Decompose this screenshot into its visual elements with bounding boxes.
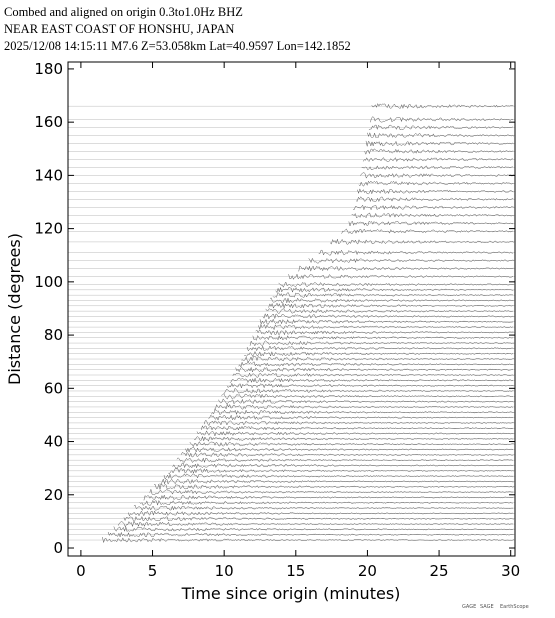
traces <box>68 102 515 544</box>
trace-waveform <box>308 257 514 264</box>
trace-waveform <box>255 329 514 336</box>
trace-waveform <box>272 292 513 298</box>
y-tick-label: 180 <box>34 60 63 78</box>
trace-waveform <box>268 302 514 310</box>
trace-waveform <box>265 308 513 315</box>
trace-waveform <box>238 361 514 368</box>
trace-waveform <box>330 238 514 245</box>
trace-waveform <box>241 356 514 362</box>
title-line: 2025/12/08 14:15:11 M7.6 Z=53.058km Lat=… <box>4 39 351 53</box>
title-line: Combed and aligned on origin 0.3to1.0Hz … <box>4 5 243 19</box>
trace-waveform <box>355 196 514 203</box>
trace-waveform <box>143 494 514 501</box>
trace-waveform <box>185 446 514 453</box>
logo-text: SAGE <box>480 604 494 610</box>
trace-waveform <box>252 334 514 341</box>
trace-waveform <box>348 220 514 227</box>
trace-waveform <box>153 483 515 490</box>
trace-waveform <box>107 531 514 538</box>
trace-waveform <box>246 345 514 352</box>
y-tick-label: 160 <box>34 113 63 131</box>
trace-waveform <box>133 504 514 512</box>
trace-waveform <box>278 281 514 288</box>
trace-waveform <box>127 510 514 517</box>
trace-waveform <box>360 172 515 179</box>
trace-waveform <box>211 409 514 416</box>
trace-waveform <box>275 286 514 293</box>
y-axis-label: Distance (degrees) <box>5 233 24 385</box>
trace-waveform <box>221 393 513 400</box>
trace-waveform <box>358 180 514 187</box>
trace-waveform <box>226 382 514 389</box>
trace-waveform <box>353 204 514 211</box>
trace-waveform <box>172 462 514 469</box>
trace-waveform <box>194 435 514 442</box>
x-tick-label: 10 <box>215 562 234 580</box>
trace-waveform <box>351 212 514 219</box>
trace-waveform <box>229 377 514 384</box>
trace-waveform <box>249 340 515 347</box>
x-tick-label: 15 <box>286 562 305 580</box>
trace-waveform <box>318 249 514 256</box>
x-tick-label: 25 <box>430 562 449 580</box>
trace-waveform <box>235 366 513 373</box>
trace-waveform <box>200 425 514 431</box>
trace-waveform <box>176 457 513 464</box>
y-tick-label: 120 <box>34 220 63 238</box>
trace-waveform <box>163 473 514 480</box>
trace-waveform <box>203 420 514 427</box>
y-tick-label: 60 <box>44 379 63 397</box>
trace-waveform <box>180 451 514 458</box>
trace-waveform <box>288 273 514 280</box>
trace-waveform <box>259 318 514 325</box>
trace-waveform <box>189 441 514 448</box>
title-line: NEAR EAST COAST OF HONSHU, JAPAN <box>4 22 234 36</box>
trace-waveform <box>298 265 514 272</box>
y-tick-label: 100 <box>34 273 63 291</box>
trace-waveform <box>168 467 514 475</box>
logo-text: EarthScope <box>500 604 529 610</box>
trace-waveform <box>368 124 513 131</box>
trace-waveform <box>117 520 513 528</box>
trace-waveform <box>218 398 514 405</box>
x-tick-label: 30 <box>501 562 520 580</box>
trace-waveform <box>208 414 514 421</box>
trace-waveform <box>341 228 514 234</box>
y-tick-label: 80 <box>44 326 63 344</box>
y-tick-label: 40 <box>44 433 63 451</box>
trace-waveform <box>223 387 514 394</box>
trace-waveform <box>370 116 514 123</box>
trace-waveform <box>361 165 513 171</box>
trace-waveform <box>232 372 514 378</box>
trace-waveform <box>149 488 514 496</box>
trace-waveform <box>159 478 514 485</box>
y-tick-label: 20 <box>44 486 63 504</box>
trace-waveform <box>357 188 514 195</box>
trace-waveform <box>196 430 514 437</box>
y-tick-label: 140 <box>34 166 63 184</box>
y-tick-label: 0 <box>53 539 63 557</box>
x-tick-label: 0 <box>76 562 86 580</box>
trace-waveform <box>269 297 514 304</box>
trace-waveform <box>371 102 514 110</box>
plot-frame <box>67 61 516 557</box>
x-tick-label: 5 <box>148 562 158 580</box>
trace-waveform <box>364 148 514 155</box>
x-axis-label: Time since origin (minutes) <box>181 584 401 603</box>
trace-waveform <box>365 140 514 147</box>
trace-waveform <box>123 515 514 522</box>
logo-text: GAGE <box>462 604 476 610</box>
trace-waveform <box>367 131 514 139</box>
trace-waveform <box>102 536 515 544</box>
trace-waveform <box>139 499 513 507</box>
trace-waveform <box>213 403 514 411</box>
trace-waveform <box>262 313 514 320</box>
trace-waveform <box>362 157 514 163</box>
trace-waveform <box>113 525 514 533</box>
trace-waveform <box>258 323 514 331</box>
x-tick-label: 20 <box>358 562 377 580</box>
trace-waveform <box>244 350 514 357</box>
